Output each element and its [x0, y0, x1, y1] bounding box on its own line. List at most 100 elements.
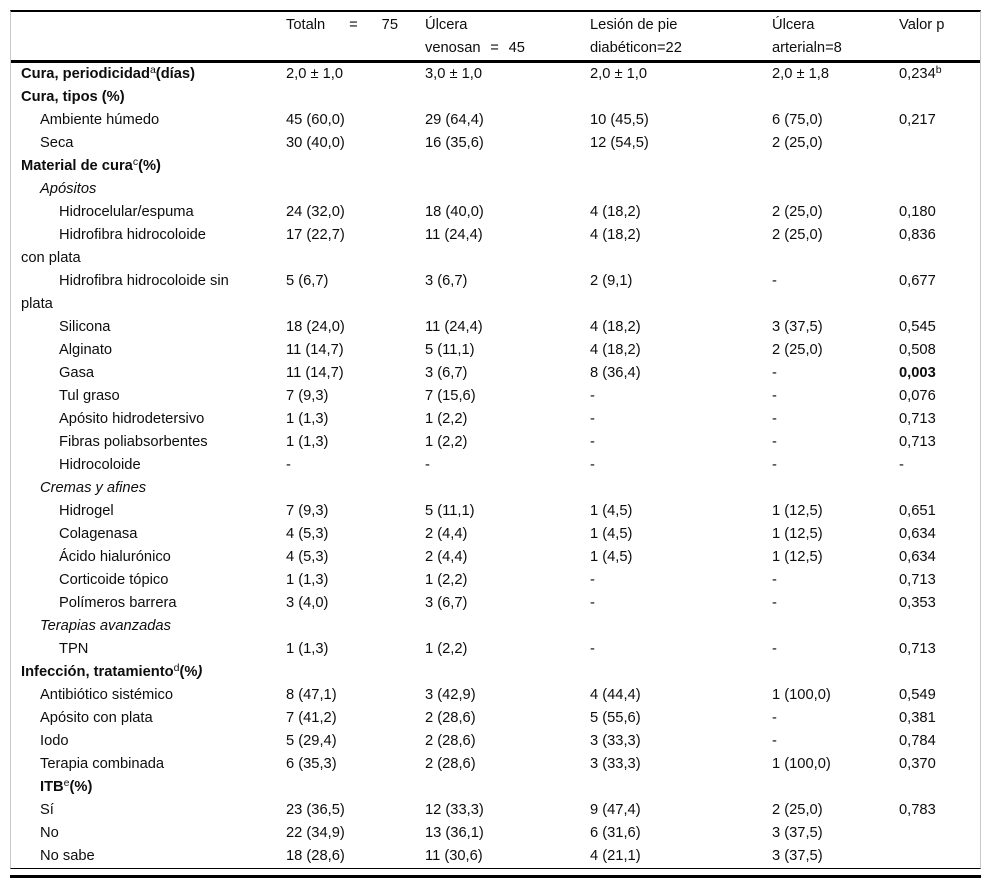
table-row: Apósitos [11, 178, 980, 201]
pvalue-cell [899, 845, 980, 868]
data-cell [425, 661, 590, 684]
column-header-line: Totaln = 75 [286, 14, 398, 37]
data-cell: 11 (24,4) [425, 227, 483, 243]
data-cell: 4 (5,3) [286, 526, 329, 542]
data-cell: 11 (30,6) [425, 848, 483, 864]
pvalue-cell [899, 132, 980, 155]
table-row: Antibiótico sistémico 8 (47,1) 3 (42,9) 4 (… [11, 684, 980, 707]
pvalue-cell: - [899, 457, 904, 473]
column-header-line: arterialn=8 [772, 37, 899, 60]
column-header-line: Valor p [899, 14, 980, 37]
data-cell: 12 (33,3) [425, 802, 484, 818]
data-cell: 6 (31,6) [590, 825, 641, 841]
column-header-line: Lesión de pie [590, 14, 772, 37]
data-cell: - [772, 595, 777, 611]
data-cell: 7 (9,3) [286, 388, 329, 404]
data-cell [590, 661, 772, 684]
data-cell: - [772, 434, 777, 450]
row-label: Cremas y afines [40, 480, 147, 496]
data-cell: 3,0 ± 1,0 [425, 66, 483, 82]
data-cell: 1 (2,2) [425, 572, 468, 588]
pvalue-cell: 0,713 [899, 411, 936, 427]
table-row: Sí 23 (36,5) 12 (33,3) 9 (47,4) 2 (25,0) 0,78… [11, 799, 980, 822]
data-cell [286, 477, 425, 500]
data-cell [425, 86, 590, 109]
data-cell: 23 (36,5) [286, 802, 345, 818]
data-cell: 1 (4,5) [590, 503, 633, 519]
row-label: Terapias avanzadas [40, 618, 171, 634]
data-cell [286, 86, 425, 109]
pvalue-cell: 0,353 [899, 595, 936, 611]
data-cell: 2 (9,1) [590, 273, 633, 289]
data-cell: 3 (42,9) [425, 687, 476, 703]
data-cell: 6 (75,0) [772, 112, 823, 128]
data-cell: 2 (28,6) [425, 710, 476, 726]
header-text: Lesión de pie [590, 17, 678, 33]
row-label: Alginato [59, 342, 113, 358]
row-label: No sabe [40, 848, 95, 864]
table-row: Cura, periodicidada(días) 2,0 ± 1,0 3,0 ± … [11, 62, 980, 87]
pvalue-cell: 0,003 [899, 365, 936, 381]
data-cell: 6 (35,3) [286, 756, 337, 772]
data-cell: - [772, 572, 777, 588]
pvalue-cell: 0,381 [899, 710, 936, 726]
column-header-line: Úlcera [425, 14, 590, 37]
data-cell: 7 (15,6) [425, 388, 476, 404]
data-cell: 1 (1,3) [286, 434, 329, 450]
data-cell [286, 615, 425, 638]
data-cell: 5 (55,6) [590, 710, 641, 726]
table-row: Hidrocelular/espuma 24 (32,0) 18 (40,0) 4 (… [11, 201, 980, 224]
data-cell [772, 155, 899, 178]
column-header-total: Totaln = 75 [286, 12, 425, 63]
table-row: Tul graso 7 (9,3) 7 (15,6) - - 0,076 [11, 385, 980, 408]
pvalue-cell: 0,549 [899, 687, 936, 703]
data-cell: 4 (5,3) [286, 549, 329, 565]
data-cell [590, 155, 772, 178]
row-label: Apósito hidrodetersivo [59, 411, 205, 427]
data-cell: 1 (12,5) [772, 549, 823, 565]
data-cell: - [772, 457, 777, 473]
data-cell: - [590, 595, 595, 611]
data-cell: 11 (24,4) [425, 319, 483, 335]
pvalue-cell [899, 155, 980, 178]
pvalue-cell: 0,508 [899, 342, 936, 358]
data-cell [425, 155, 590, 178]
data-cell [286, 178, 425, 201]
data-cell [772, 776, 899, 799]
header-text: diabéticon=22 [590, 40, 682, 56]
data-cell: - [590, 641, 595, 657]
data-cell: 8 (47,1) [286, 687, 337, 703]
table-header-row: Totaln = 75 Úlcera venosan = 45 Lesión de pie di… [11, 12, 980, 63]
pvalue-cell: 0,180 [899, 204, 936, 220]
data-cell: 1 (1,3) [286, 641, 329, 657]
table-row: Corticoide tópico 1 (1,3) 1 (2,2) - - 0,713 [11, 569, 980, 592]
data-cell: - [590, 572, 595, 588]
data-cell: 2 (4,4) [425, 549, 468, 565]
data-cell [772, 661, 899, 684]
pvalue-cell: 0,784 [899, 733, 936, 749]
pvalue-cell [899, 776, 980, 799]
table-row: Ambiente húmedo 45 (60,0) 29 (64,4) 10 (45,… [11, 109, 980, 132]
row-label: Hidrofibra hidrocoloide con plata [21, 227, 206, 266]
results-table-container: Totaln = 75 Úlcera venosan = 45 Lesión de pie di… [10, 10, 981, 869]
data-cell: - [772, 365, 777, 381]
data-cell: - [590, 434, 595, 450]
data-cell: - [772, 641, 777, 657]
pvalue-cell: 0,713 [899, 572, 936, 588]
table-header: Totaln = 75 Úlcera venosan = 45 Lesión de pie di… [11, 12, 980, 63]
data-cell: 30 (40,0) [286, 135, 345, 151]
data-cell [286, 661, 425, 684]
pvalue-cell: 0,651 [899, 503, 936, 519]
pvalue-cell: 0,783 [899, 802, 936, 818]
data-cell: 18 (28,6) [286, 848, 345, 864]
data-cell: 3 (6,7) [425, 365, 468, 381]
column-header-line: Úlcera [772, 14, 899, 37]
data-cell: 7 (9,3) [286, 503, 329, 519]
header-text: Valor p [899, 17, 945, 33]
data-cell: - [772, 710, 777, 726]
pvalue-cell: 0,634 [899, 549, 936, 565]
row-label: Infección, tratamientod(%) [21, 662, 203, 680]
row-label: Seca [40, 135, 74, 151]
data-cell [590, 615, 772, 638]
row-label: Hidrocelular/espuma [59, 204, 194, 220]
